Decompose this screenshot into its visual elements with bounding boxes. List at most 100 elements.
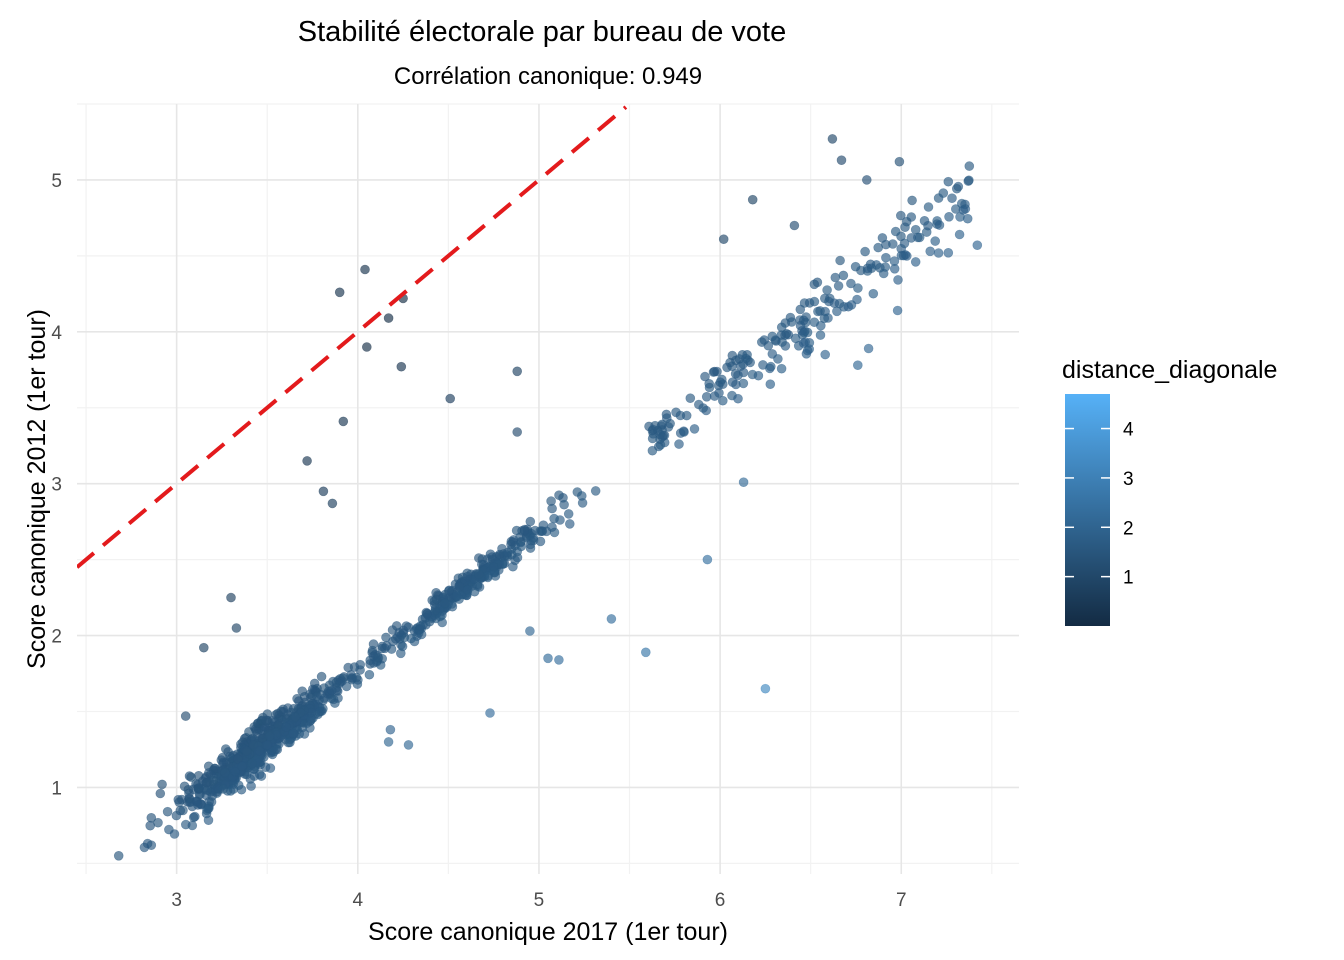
data-point xyxy=(431,594,442,605)
data-points xyxy=(113,134,983,861)
chart-subtitle: Corrélation canonique: 0.949 xyxy=(394,63,702,90)
data-point xyxy=(964,175,974,186)
data-point xyxy=(233,754,243,764)
data-point xyxy=(700,371,710,382)
data-point xyxy=(554,490,564,501)
data-point xyxy=(714,388,724,398)
grid xyxy=(77,103,1019,874)
data-point xyxy=(256,771,267,781)
data-point xyxy=(288,728,299,739)
axis-ticks: 3 4 5 6 7 1 2 3 4 5 xyxy=(51,171,906,911)
data-point xyxy=(765,379,776,390)
data-point xyxy=(734,354,745,364)
data-point xyxy=(804,337,815,348)
data-point xyxy=(318,486,329,497)
data-point xyxy=(202,777,212,788)
data-point xyxy=(681,410,692,421)
y-tick-label: 1 xyxy=(51,778,62,799)
data-point xyxy=(462,571,473,582)
data-point xyxy=(416,629,427,640)
data-point xyxy=(516,541,527,552)
data-point xyxy=(290,712,301,723)
data-point xyxy=(373,653,384,663)
data-point xyxy=(285,737,295,748)
data-point xyxy=(488,562,499,572)
data-point xyxy=(648,424,658,435)
data-point xyxy=(157,779,167,790)
data-point xyxy=(815,330,826,340)
data-point xyxy=(930,236,941,246)
data-point xyxy=(233,780,244,791)
data-point xyxy=(674,439,684,449)
data-point xyxy=(881,252,891,263)
data-point xyxy=(640,647,651,658)
data-point xyxy=(868,288,879,299)
data-point xyxy=(179,781,190,792)
data-point xyxy=(647,433,658,444)
data-point xyxy=(577,498,588,508)
data-point xyxy=(738,367,749,378)
diagonal-reference-line xyxy=(77,105,628,569)
legend-tick-label: 2 xyxy=(1123,518,1134,539)
x-tick-label: 4 xyxy=(352,890,363,911)
data-point xyxy=(887,239,898,249)
data-point xyxy=(801,312,811,322)
data-point xyxy=(306,713,317,724)
data-point xyxy=(679,427,689,437)
data-point xyxy=(164,824,174,835)
data-point xyxy=(554,655,564,665)
data-point xyxy=(899,238,910,249)
data-point xyxy=(326,685,337,696)
data-point xyxy=(502,547,513,558)
data-point xyxy=(717,379,728,390)
data-point xyxy=(254,746,265,756)
data-point xyxy=(938,188,949,198)
y-tick-label: 5 xyxy=(51,171,62,192)
data-point xyxy=(944,212,954,222)
data-point xyxy=(188,812,199,823)
data-point xyxy=(907,195,917,206)
data-point xyxy=(396,361,407,372)
data-point xyxy=(485,708,495,718)
data-point xyxy=(892,305,903,316)
y-tick-label: 2 xyxy=(51,627,62,648)
reference-line xyxy=(77,105,628,569)
legend-title: distance_diagonale xyxy=(1062,356,1277,384)
data-point xyxy=(647,445,658,456)
data-point xyxy=(415,621,426,631)
y-tick-label: 3 xyxy=(51,475,62,496)
color-legend: distance_diagonale 1 2 3 4 xyxy=(1062,356,1277,626)
data-point xyxy=(444,585,455,596)
legend-tick-label: 1 xyxy=(1123,568,1134,589)
data-point xyxy=(709,366,720,377)
data-point xyxy=(220,767,230,778)
data-point xyxy=(943,176,954,187)
data-point xyxy=(947,193,957,203)
data-point xyxy=(454,581,465,592)
data-point xyxy=(381,641,392,651)
data-point xyxy=(863,343,874,354)
data-point xyxy=(747,369,758,380)
data-point xyxy=(693,399,704,410)
data-point xyxy=(162,806,173,817)
data-point xyxy=(361,342,372,352)
data-point xyxy=(896,250,907,261)
data-point xyxy=(958,205,969,215)
data-point xyxy=(293,696,304,706)
chart-title: Stabilité électorale par bureau de vote xyxy=(298,16,786,48)
data-point xyxy=(288,703,299,714)
data-point xyxy=(671,407,681,418)
data-point xyxy=(506,539,516,550)
data-point xyxy=(812,277,823,288)
data-point xyxy=(745,357,756,368)
data-point xyxy=(530,525,540,536)
x-tick-label: 3 xyxy=(171,890,182,911)
data-point xyxy=(590,486,601,496)
data-point xyxy=(360,264,370,275)
data-point xyxy=(546,496,556,506)
data-point xyxy=(843,301,854,312)
data-point xyxy=(730,368,741,379)
data-point xyxy=(180,711,191,721)
data-point xyxy=(543,653,553,664)
